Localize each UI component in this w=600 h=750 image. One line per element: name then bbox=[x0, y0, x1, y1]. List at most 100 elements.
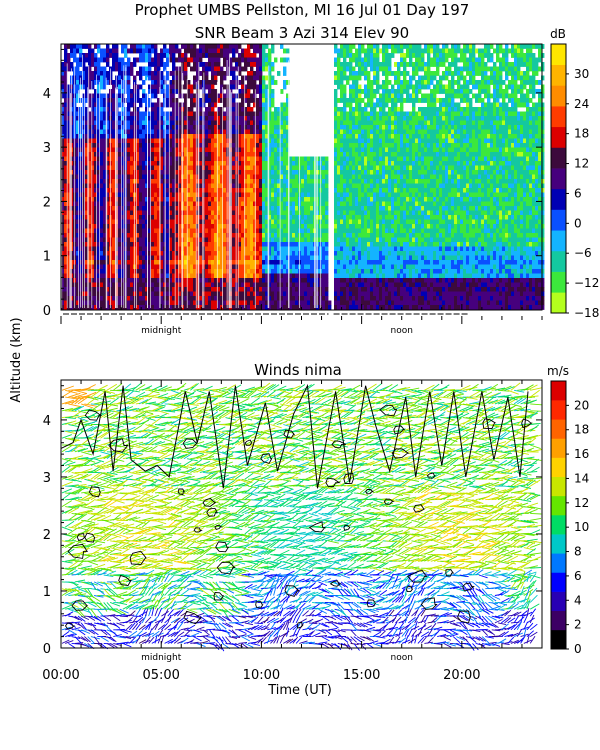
snr-cell bbox=[205, 296, 209, 301]
snr-cell bbox=[223, 201, 227, 207]
snr-cell bbox=[211, 57, 215, 63]
snr-cell bbox=[91, 53, 95, 58]
snr-cell bbox=[226, 215, 230, 220]
snr-cell bbox=[286, 219, 290, 225]
snr-cell bbox=[253, 125, 257, 130]
snr-cell bbox=[94, 269, 98, 274]
snr-cell bbox=[340, 188, 344, 193]
snr-cell bbox=[121, 152, 125, 157]
snr-cell bbox=[199, 291, 203, 297]
snr-cell bbox=[157, 111, 161, 117]
snr-cell bbox=[232, 129, 236, 135]
snr-cell bbox=[139, 129, 143, 135]
snr-cell bbox=[118, 296, 122, 301]
snr-cell bbox=[322, 161, 326, 166]
snr-cell bbox=[214, 161, 218, 166]
snr-cell bbox=[148, 53, 152, 58]
snr-cell bbox=[145, 291, 149, 297]
snr-cell bbox=[103, 237, 107, 243]
snr-cell bbox=[247, 161, 251, 166]
snr-cell bbox=[175, 296, 179, 301]
snr-cell bbox=[211, 269, 215, 274]
snr-cell bbox=[106, 273, 110, 279]
snr-cell bbox=[214, 210, 218, 216]
snr-cell bbox=[151, 147, 155, 153]
snr-cell bbox=[250, 305, 254, 310]
snr-cell bbox=[184, 138, 188, 144]
snr-cell bbox=[265, 75, 269, 81]
snr-cell bbox=[115, 224, 119, 229]
snr-cell bbox=[247, 120, 251, 126]
snr-cell bbox=[310, 192, 314, 198]
snr-cell bbox=[88, 282, 92, 288]
snr-cell bbox=[118, 102, 122, 108]
snr-cell bbox=[277, 201, 281, 207]
snr-cell bbox=[199, 282, 203, 288]
snr-cell bbox=[307, 233, 311, 238]
snr-cell bbox=[148, 278, 152, 283]
snr-cell bbox=[334, 98, 338, 103]
snr-cell bbox=[238, 282, 242, 288]
snr-cell bbox=[271, 102, 275, 108]
snr-cell bbox=[196, 98, 200, 103]
snr-cell bbox=[154, 287, 158, 292]
snr-cell bbox=[238, 287, 242, 292]
snr-cell bbox=[286, 201, 290, 207]
snr-cell bbox=[136, 300, 140, 306]
snr-cell bbox=[67, 102, 71, 108]
snr-cell bbox=[238, 111, 242, 117]
snr-cell bbox=[271, 215, 275, 220]
snr-cell bbox=[193, 93, 197, 99]
snr-cell bbox=[160, 62, 164, 67]
snr-cell bbox=[130, 161, 134, 166]
snr-cell bbox=[160, 161, 164, 166]
snr-cell bbox=[286, 273, 290, 279]
snr-cell bbox=[163, 111, 167, 117]
snr-cell bbox=[247, 48, 251, 54]
snr-cell bbox=[235, 192, 239, 198]
snr-cell bbox=[295, 188, 299, 193]
snr-cell bbox=[250, 152, 254, 157]
snr-cell bbox=[130, 242, 134, 247]
snr-cell bbox=[217, 269, 221, 274]
snr-cell bbox=[337, 264, 341, 270]
snr-cell bbox=[70, 48, 74, 54]
snr-cell bbox=[67, 138, 71, 144]
snr-cell bbox=[268, 98, 272, 103]
snr-cell bbox=[268, 197, 272, 202]
snr-cell bbox=[232, 287, 236, 292]
snr-cell bbox=[214, 134, 218, 139]
snr-cell bbox=[349, 134, 353, 139]
snr-cell bbox=[139, 269, 143, 274]
snr-cell bbox=[205, 237, 209, 243]
snr-cell bbox=[82, 291, 86, 297]
snr-cell bbox=[241, 255, 245, 261]
snr-cell bbox=[274, 192, 278, 198]
snr-cell bbox=[226, 48, 230, 54]
snr-cell bbox=[214, 174, 218, 180]
snr-cell bbox=[88, 98, 92, 103]
snr-cell bbox=[250, 264, 254, 270]
snr-cell bbox=[130, 201, 134, 207]
snr-cell bbox=[274, 111, 278, 117]
snr-cell bbox=[190, 300, 194, 306]
snr-cell bbox=[280, 147, 284, 153]
snr-cell bbox=[241, 233, 245, 238]
snr-cell bbox=[163, 206, 167, 211]
snr-cell bbox=[64, 273, 68, 279]
snr-cell bbox=[235, 84, 239, 90]
snr-cell bbox=[175, 125, 179, 130]
snr-cell bbox=[106, 57, 110, 63]
snr-cell bbox=[169, 233, 173, 238]
snr-cell bbox=[100, 152, 104, 157]
snr-cell bbox=[256, 179, 260, 184]
snr-cell bbox=[103, 156, 107, 162]
snr-cell bbox=[256, 62, 260, 67]
snr-cell bbox=[64, 66, 68, 72]
snr-cell bbox=[325, 269, 329, 274]
snr-cell bbox=[190, 192, 194, 198]
snr-cell bbox=[280, 282, 284, 288]
snr-cell bbox=[259, 152, 263, 157]
snr-cell bbox=[271, 233, 275, 238]
snr-cell bbox=[286, 170, 290, 175]
